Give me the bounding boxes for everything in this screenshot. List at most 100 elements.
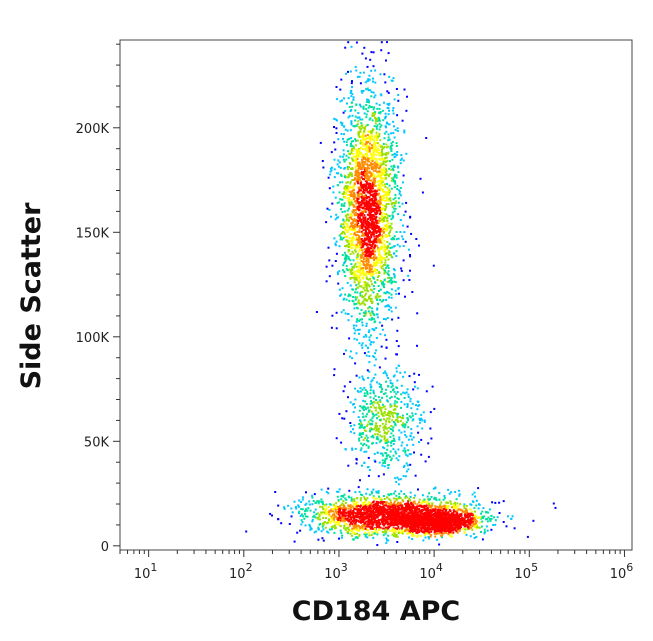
data-point [364, 216, 367, 219]
data-point [369, 219, 372, 222]
data-point [359, 220, 362, 222]
data-point [375, 141, 377, 144]
data-point [395, 386, 398, 389]
data-point [368, 224, 371, 227]
data-point [363, 178, 365, 181]
data-point [428, 532, 431, 535]
data-point [344, 195, 347, 198]
data-point [369, 406, 372, 409]
data-point [404, 424, 407, 427]
data-point [373, 199, 376, 202]
data-point [364, 497, 366, 500]
data-point [378, 321, 381, 324]
data-point [321, 500, 324, 503]
data-point [383, 166, 386, 169]
data-point [369, 314, 372, 317]
data-point [343, 187, 346, 190]
data-point [368, 336, 371, 339]
data-point [379, 174, 382, 177]
data-point [370, 162, 373, 165]
data-point [374, 264, 377, 267]
data-point [347, 173, 350, 176]
data-point [357, 505, 360, 507]
data-point [347, 319, 350, 322]
data-point [371, 201, 374, 204]
data-point [348, 515, 350, 518]
data-point [439, 506, 442, 509]
data-point [397, 398, 400, 401]
data-point [369, 130, 372, 133]
data-point [381, 464, 384, 467]
data-point [364, 250, 367, 253]
data-point [379, 158, 382, 161]
data-point [378, 427, 381, 430]
data-point [407, 396, 410, 398]
data-point [346, 218, 349, 221]
data-point [313, 531, 316, 534]
data-point [336, 119, 338, 122]
data-point [364, 283, 367, 286]
data-point [356, 231, 359, 233]
data-point [410, 416, 413, 419]
data-point [363, 505, 366, 508]
data-point [325, 280, 328, 283]
data-point [358, 229, 361, 232]
data-point [369, 429, 372, 432]
data-point [361, 318, 363, 321]
data-point [385, 380, 388, 383]
data-point [417, 431, 420, 434]
data-point [425, 509, 428, 512]
data-point [362, 174, 365, 177]
data-point [379, 512, 382, 515]
data-point [384, 174, 387, 177]
data-point [347, 505, 350, 507]
data-point [337, 201, 340, 204]
data-point [354, 298, 357, 301]
data-point [359, 527, 362, 530]
data-point [390, 512, 392, 515]
data-point [357, 416, 360, 419]
data-point [376, 516, 379, 519]
data-point [371, 257, 374, 259]
data-point [364, 232, 367, 235]
data-point [366, 369, 369, 372]
data-point [390, 444, 393, 447]
data-point [331, 166, 333, 169]
data-point [415, 238, 418, 240]
data-point [387, 440, 390, 443]
data-point [360, 426, 363, 429]
data-point [364, 260, 367, 263]
data-point [421, 501, 424, 504]
data-point [380, 218, 383, 221]
data-point [367, 410, 370, 413]
data-point [344, 193, 347, 196]
data-point [367, 513, 370, 516]
data-point [376, 225, 379, 227]
data-point [403, 430, 406, 433]
data-point [371, 420, 374, 423]
data-point [386, 122, 389, 125]
data-point [361, 141, 364, 144]
data-point [384, 522, 387, 525]
data-point [385, 388, 388, 391]
data-point [375, 497, 378, 500]
data-point [385, 298, 388, 301]
data-point [387, 513, 390, 516]
data-point [352, 274, 355, 276]
data-point [401, 424, 404, 427]
data-point [368, 252, 371, 255]
data-point [360, 267, 363, 270]
data-point [361, 143, 364, 146]
data-point [369, 312, 372, 315]
data-point [334, 242, 337, 245]
data-point [394, 424, 397, 427]
data-point [386, 427, 389, 430]
data-point [392, 528, 395, 531]
data-point [379, 333, 382, 336]
data-point [382, 414, 385, 417]
data-point [372, 495, 375, 498]
data-point [380, 197, 383, 200]
data-point [381, 162, 384, 165]
data-point [359, 118, 362, 121]
data-point [381, 147, 384, 150]
